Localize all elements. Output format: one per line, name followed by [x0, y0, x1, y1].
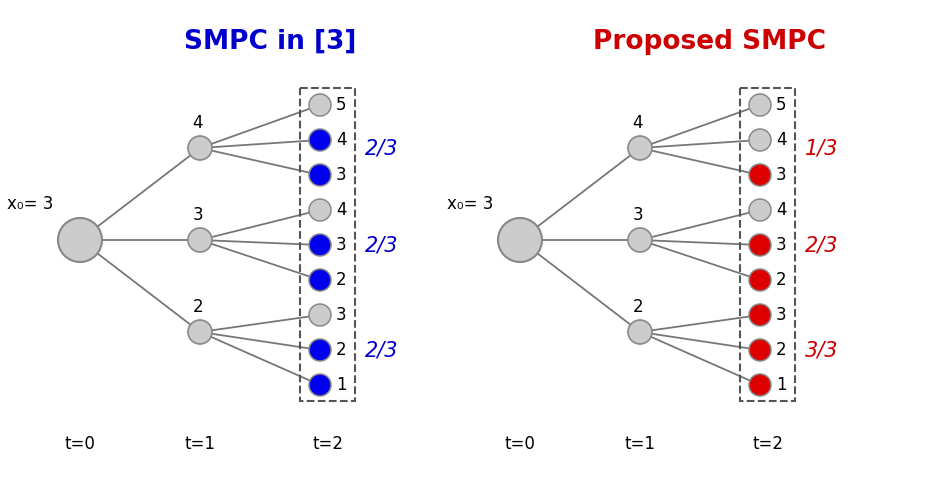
Circle shape — [748, 304, 770, 326]
Text: 4: 4 — [775, 201, 786, 219]
Text: 2/3: 2/3 — [805, 235, 838, 255]
Text: 3: 3 — [775, 166, 786, 184]
Text: x₀= 3: x₀= 3 — [446, 195, 493, 213]
Text: 1: 1 — [775, 376, 786, 394]
Text: 1: 1 — [336, 376, 346, 394]
Text: 3: 3 — [336, 306, 346, 324]
Circle shape — [187, 136, 212, 160]
Text: 1/3: 1/3 — [805, 138, 838, 158]
Text: t=0: t=0 — [504, 435, 535, 453]
Text: x₀= 3: x₀= 3 — [6, 195, 53, 213]
Text: 3: 3 — [775, 236, 786, 254]
Text: 2: 2 — [336, 341, 346, 359]
Text: t=2: t=2 — [312, 435, 343, 453]
Text: 4: 4 — [632, 114, 642, 132]
Text: 2/3: 2/3 — [365, 235, 398, 255]
Text: 2: 2 — [192, 298, 203, 316]
Circle shape — [309, 94, 330, 116]
Circle shape — [748, 129, 770, 151]
Circle shape — [627, 228, 651, 252]
Text: 3: 3 — [336, 236, 346, 254]
Circle shape — [748, 164, 770, 186]
Text: 5: 5 — [336, 96, 346, 114]
Circle shape — [497, 218, 541, 262]
Circle shape — [748, 269, 770, 291]
Text: t=2: t=2 — [752, 435, 782, 453]
Circle shape — [309, 374, 330, 396]
Circle shape — [187, 228, 212, 252]
Circle shape — [748, 234, 770, 256]
Circle shape — [627, 320, 651, 344]
Circle shape — [748, 94, 770, 116]
Text: 2/3: 2/3 — [365, 340, 398, 360]
Circle shape — [748, 339, 770, 361]
Text: 3: 3 — [632, 206, 642, 224]
Circle shape — [309, 339, 330, 361]
Text: t=1: t=1 — [185, 435, 215, 453]
Text: 3: 3 — [336, 166, 346, 184]
Text: Proposed SMPC: Proposed SMPC — [593, 29, 826, 55]
Text: 4: 4 — [192, 114, 203, 132]
Text: 3: 3 — [192, 206, 203, 224]
Text: 3: 3 — [775, 306, 786, 324]
Circle shape — [748, 199, 770, 221]
Circle shape — [309, 304, 330, 326]
Circle shape — [309, 269, 330, 291]
Circle shape — [748, 374, 770, 396]
Circle shape — [627, 136, 651, 160]
Text: t=0: t=0 — [64, 435, 96, 453]
Text: 2/3: 2/3 — [365, 138, 398, 158]
Text: 2: 2 — [336, 271, 346, 289]
Circle shape — [58, 218, 102, 262]
Circle shape — [309, 164, 330, 186]
Text: 2: 2 — [632, 298, 642, 316]
Text: t=1: t=1 — [624, 435, 655, 453]
Circle shape — [309, 199, 330, 221]
Text: 4: 4 — [336, 201, 346, 219]
Text: 4: 4 — [775, 131, 786, 149]
Text: 2: 2 — [775, 341, 786, 359]
Circle shape — [187, 320, 212, 344]
Circle shape — [309, 129, 330, 151]
Text: 5: 5 — [775, 96, 786, 114]
Text: 3/3: 3/3 — [805, 340, 838, 360]
Circle shape — [309, 234, 330, 256]
Text: 2: 2 — [775, 271, 786, 289]
Text: SMPC in [3]: SMPC in [3] — [184, 29, 355, 55]
Text: 4: 4 — [336, 131, 346, 149]
